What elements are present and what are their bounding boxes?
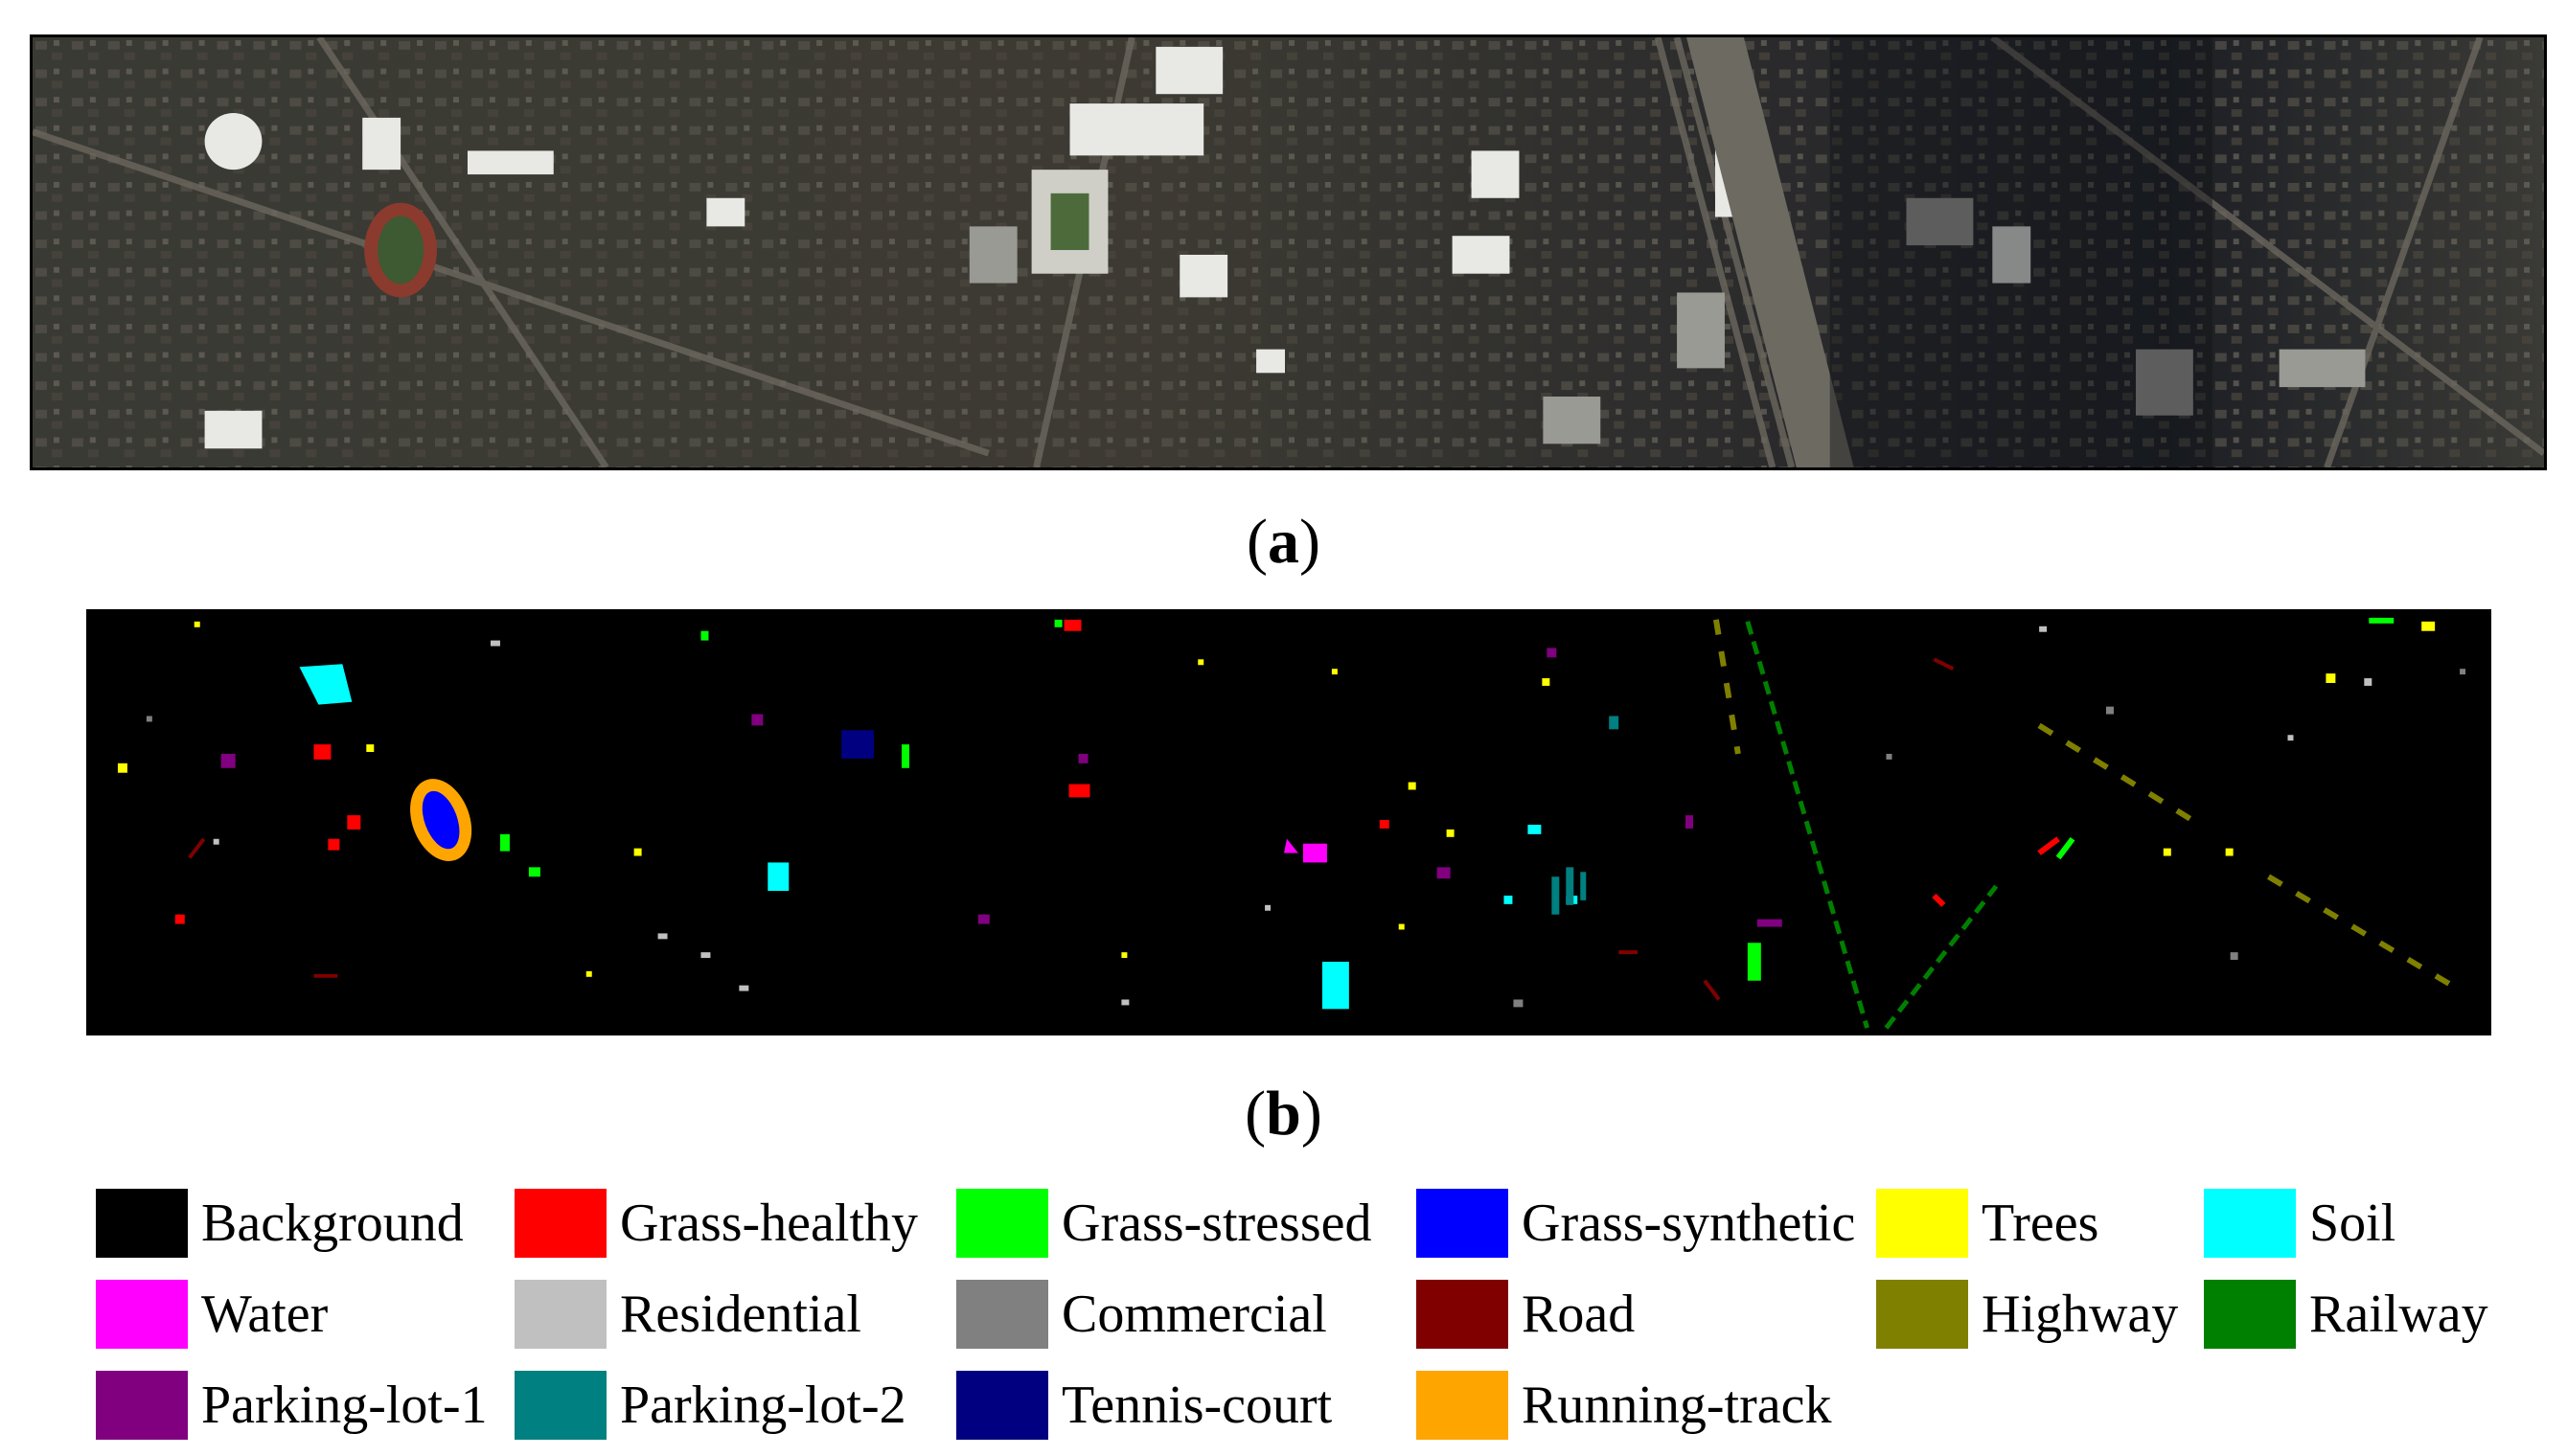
legend-item-residential: Residential [515, 1279, 861, 1350]
legend-label: Residential [620, 1285, 861, 1344]
legend-swatch [956, 1371, 1048, 1440]
legend-item-grass-stressed: Grass-stressed [956, 1188, 1371, 1259]
aerial-image-panel [30, 34, 2547, 470]
legend-swatch [956, 1280, 1048, 1349]
legend-item-trees: Trees [1876, 1188, 2098, 1259]
legend-swatch [1416, 1280, 1508, 1349]
legend-item-road: Road [1416, 1279, 1635, 1350]
legend-label: Trees [1982, 1194, 2099, 1253]
legend-label: Road [1522, 1285, 1636, 1344]
legend-label: Grass-stressed [1062, 1194, 1372, 1253]
legend-swatch [1876, 1280, 1968, 1349]
legend-item-water: Water [96, 1279, 328, 1350]
legend-item-railway: Railway [2204, 1279, 2488, 1350]
legend-swatch [1416, 1371, 1508, 1440]
legend-swatch [515, 1189, 607, 1258]
legend-item-running-track: Running-track [1416, 1370, 1831, 1441]
legend-item-grass-synthetic: Grass-synthetic [1416, 1188, 1855, 1259]
legend-swatch [515, 1371, 607, 1440]
legend-swatch [2204, 1280, 2296, 1349]
panel-b-caption: (b) [1245, 1079, 1322, 1149]
legend-item-commercial: Commercial [956, 1279, 1327, 1350]
legend-swatch [96, 1371, 188, 1440]
legend-item-tennis-court: Tennis-court [956, 1370, 1332, 1441]
legend-label: Background [201, 1194, 464, 1253]
legend-label: Running-track [1522, 1376, 1832, 1435]
legend-label: Soil [2309, 1194, 2396, 1253]
legend: Background Grass-healthy Grass-stressed … [96, 1188, 2549, 1456]
legend-label: Water [201, 1285, 329, 1344]
legend-swatch [96, 1189, 188, 1258]
legend-item-soil: Soil [2204, 1188, 2395, 1259]
legend-swatch [1416, 1189, 1508, 1258]
legend-label: Grass-synthetic [1522, 1194, 1856, 1253]
legend-item-parking-lot-2: Parking-lot-2 [515, 1370, 906, 1441]
legend-label: Grass-healthy [620, 1194, 919, 1253]
legend-label: Tennis-court [1062, 1376, 1333, 1435]
legend-swatch [2204, 1189, 2296, 1258]
legend-label: Parking-lot-1 [201, 1376, 488, 1435]
legend-item-highway: Highway [1876, 1279, 2178, 1350]
panel-a-caption: (a) [1247, 507, 1320, 577]
legend-label: Commercial [1062, 1285, 1327, 1344]
legend-item-background: Background [96, 1188, 464, 1259]
legend-item-parking-lot-1: Parking-lot-1 [96, 1370, 488, 1441]
aerial-image [33, 37, 2544, 467]
ground-truth-map [89, 612, 2488, 1033]
legend-label: Parking-lot-2 [620, 1376, 906, 1435]
ground-truth-map-panel [86, 609, 2491, 1035]
legend-swatch [1876, 1189, 1968, 1258]
legend-swatch [515, 1280, 607, 1349]
legend-item-grass-healthy: Grass-healthy [515, 1188, 918, 1259]
legend-swatch [956, 1189, 1048, 1258]
legend-swatch [96, 1280, 188, 1349]
legend-label: Highway [1982, 1285, 2179, 1344]
legend-label: Railway [2309, 1285, 2488, 1344]
